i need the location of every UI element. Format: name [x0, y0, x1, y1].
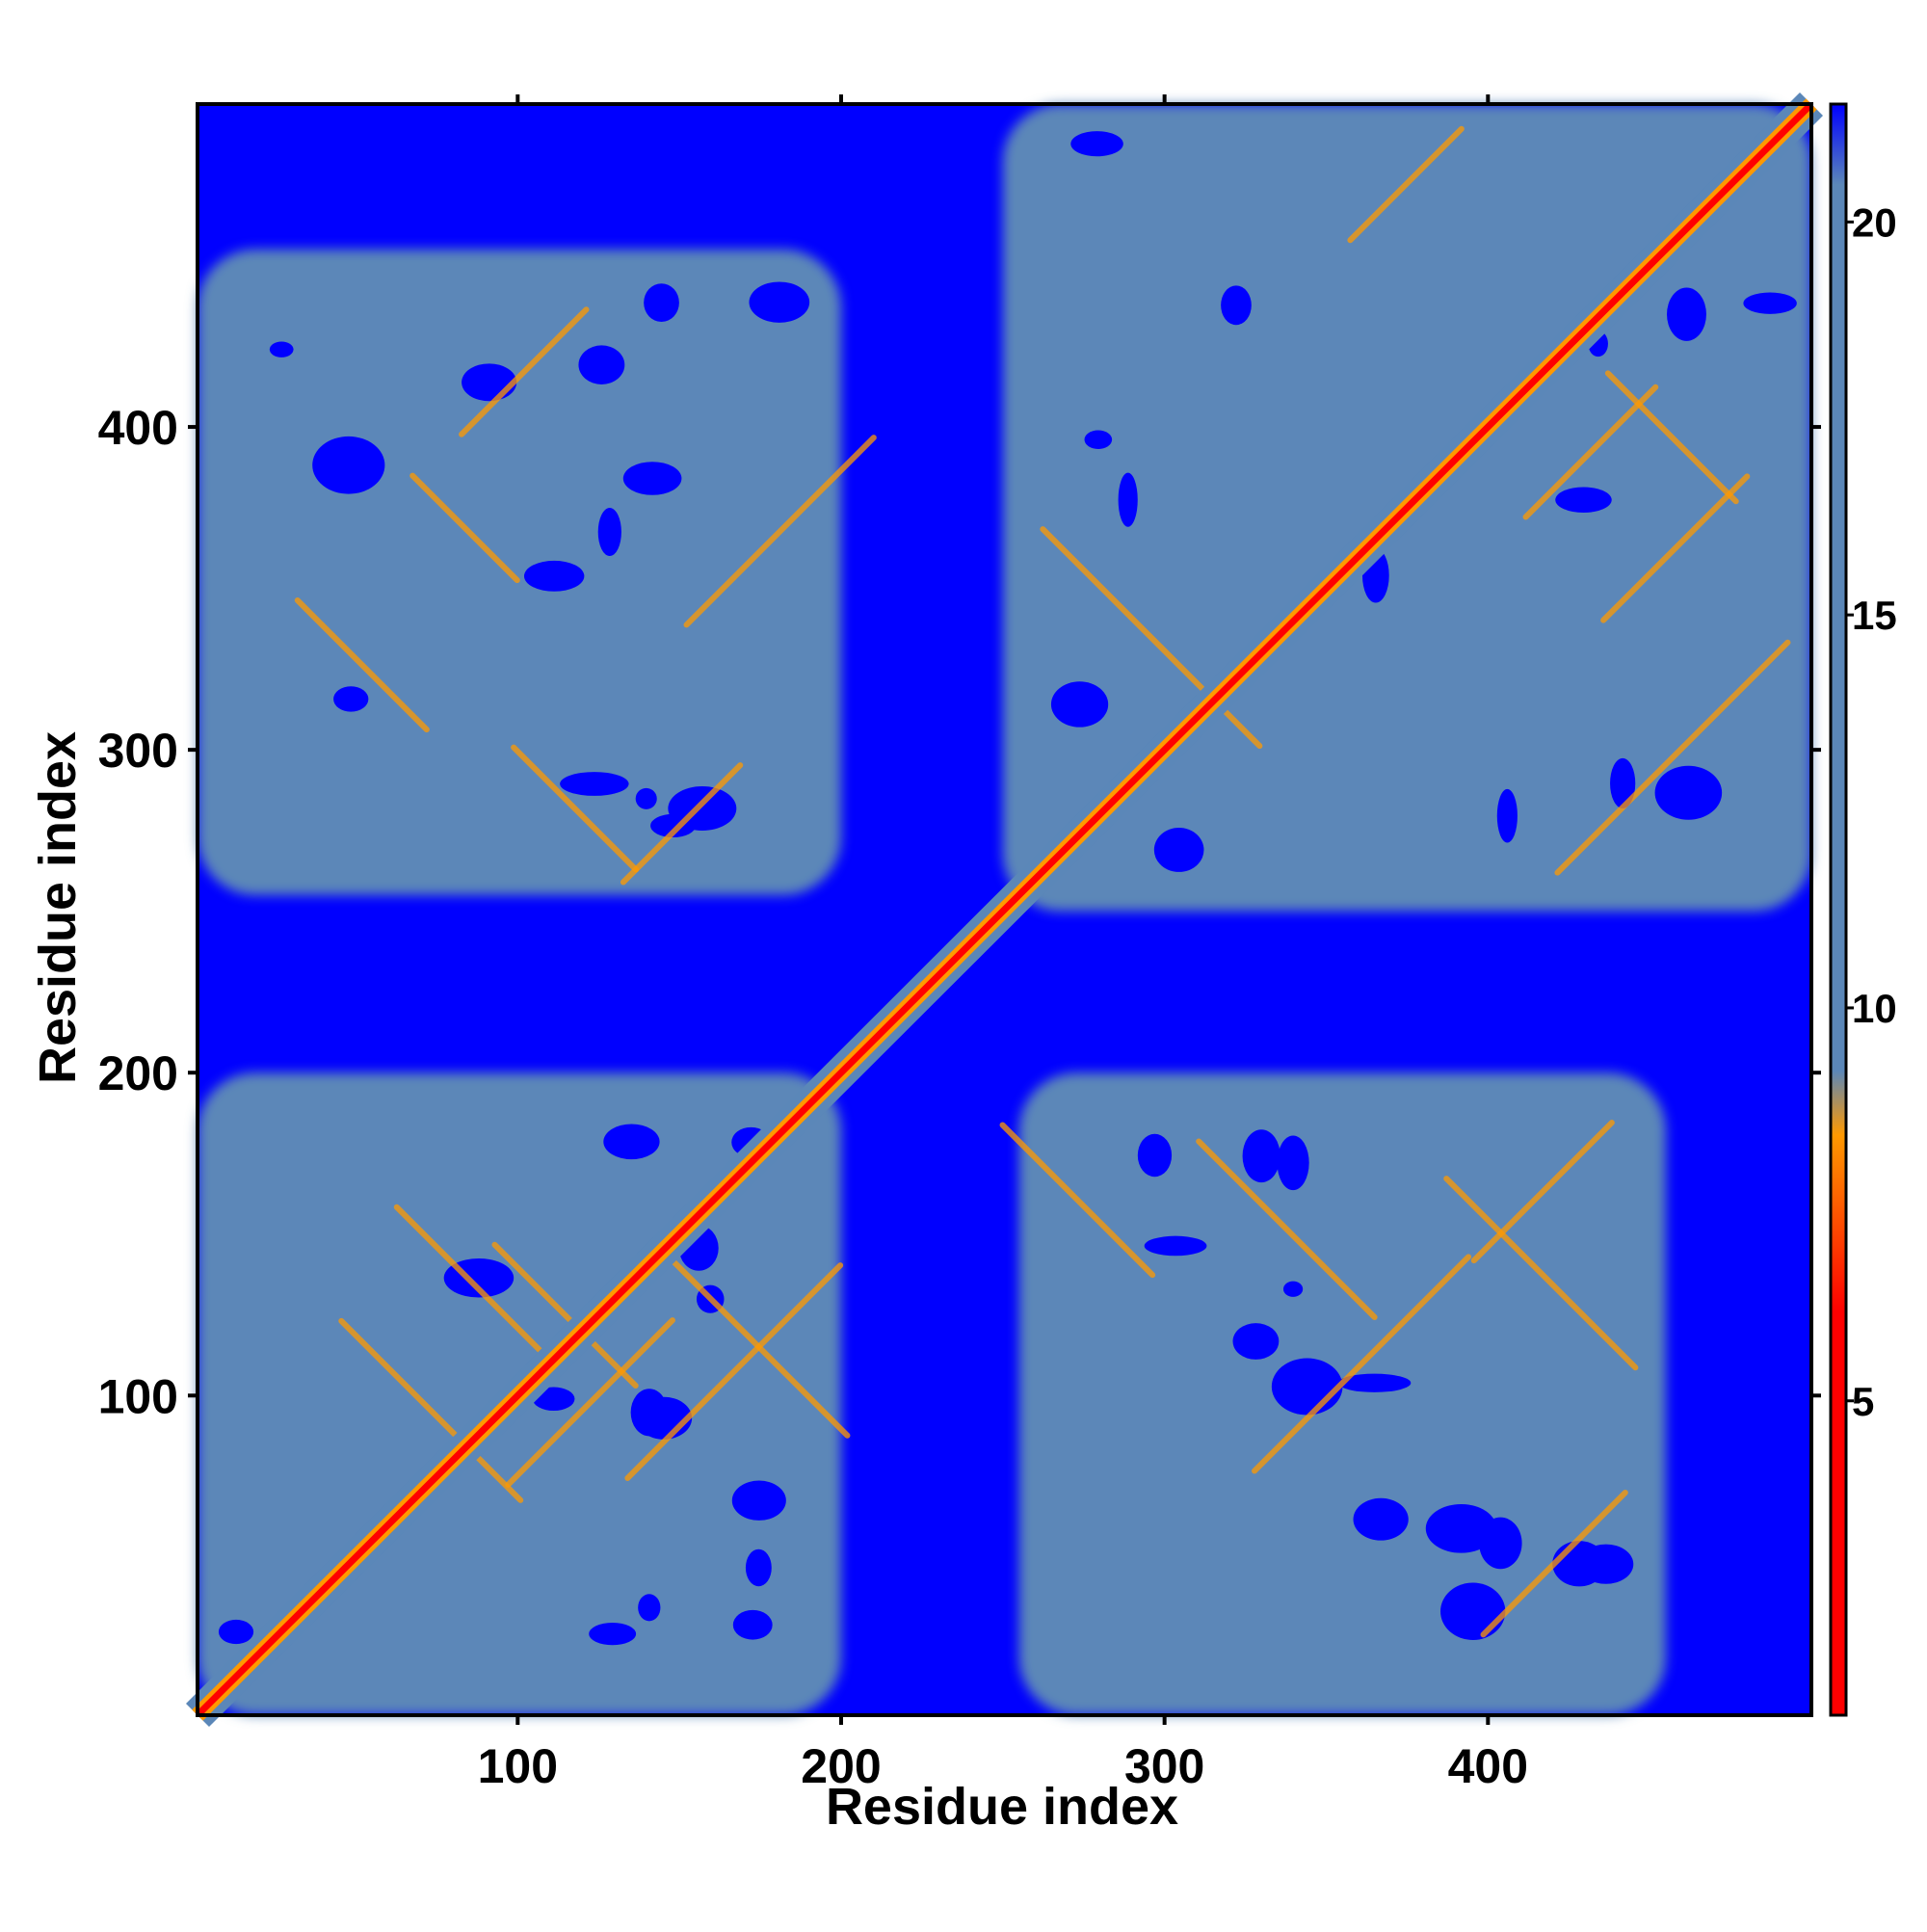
- block-hole: [560, 772, 629, 796]
- contact-block-4: [999, 1072, 1666, 1715]
- block-region: [198, 249, 841, 895]
- contact-ridge: [1443, 1176, 1639, 1371]
- contact-ridge: [1347, 125, 1465, 244]
- contact-ridge: [409, 472, 520, 584]
- block-hole: [589, 1622, 637, 1646]
- contact-ridge: [1480, 1490, 1628, 1638]
- colorbar-ticks: 5 10 15 20: [1846, 199, 1897, 1424]
- colorbar-tick-label: 20: [1852, 199, 1897, 245]
- block-hole: [523, 560, 585, 592]
- block-hole: [1555, 487, 1612, 514]
- contact-ridge: [624, 1262, 844, 1481]
- block-hole: [622, 462, 682, 495]
- diagonal-band: [185, 92, 1824, 1728]
- block-hole: [1743, 292, 1797, 314]
- contact-ridge: [338, 1317, 524, 1503]
- x-tick-label: 400: [1448, 1739, 1528, 1793]
- diagonal-core: [195, 101, 1814, 1718]
- block-hole: [1654, 765, 1723, 820]
- block-hole: [603, 1124, 660, 1160]
- block-hole: [1144, 1235, 1207, 1257]
- colorbar-tick-label: 15: [1852, 593, 1897, 638]
- y-tick-label: 200: [98, 1046, 178, 1100]
- contact-ridge: [491, 1241, 639, 1389]
- block-hole: [462, 363, 517, 402]
- block-hole: [732, 1609, 773, 1640]
- contact-ridge: [459, 306, 590, 437]
- block-hole: [218, 1619, 254, 1645]
- block-hole: [638, 1594, 661, 1622]
- block-hole: [1221, 285, 1252, 326]
- y-tick-label: 300: [98, 724, 178, 778]
- block-hole: [1277, 1135, 1309, 1191]
- plot-frame: [196, 102, 1813, 1717]
- contact-ridge: [511, 744, 639, 873]
- x-axis: 100 200 300 400: [478, 94, 1528, 1793]
- block-hole: [1337, 1373, 1412, 1392]
- contact-ridge: [1252, 1254, 1472, 1474]
- block-hole: [1070, 131, 1123, 157]
- colorbar-tick-label: 5: [1852, 1379, 1874, 1424]
- colorbar-tick-label: 10: [1852, 986, 1897, 1031]
- block-hole: [745, 1548, 772, 1587]
- block-hole: [578, 345, 625, 384]
- y-axis: 100 200 300 400: [98, 401, 1821, 1423]
- block-hole: [1496, 788, 1518, 843]
- colorbar: 5 10 15 20: [1829, 102, 1897, 1717]
- contact-ridge: [683, 435, 877, 628]
- y-axis-label: Residue index: [29, 731, 87, 1084]
- block-hole: [1118, 472, 1138, 527]
- colorbar-gradient: [1829, 102, 1848, 1717]
- contact-ridge: [620, 762, 744, 886]
- block-hole: [1271, 1358, 1343, 1416]
- block-hole: [1153, 828, 1204, 872]
- contact-ridge: [1604, 370, 1739, 505]
- x-tick-label: 100: [478, 1739, 558, 1793]
- block-hole: [1242, 1129, 1280, 1183]
- contact-block-3: [198, 249, 877, 895]
- x-axis-label: Residue index: [826, 1778, 1178, 1836]
- contact-ridge: [1554, 639, 1791, 876]
- contact-ridge: [999, 1122, 1156, 1279]
- block-hole: [1425, 1503, 1497, 1553]
- block-hole: [333, 686, 369, 712]
- block-hole: [644, 283, 679, 323]
- contact-ridge: [1470, 1120, 1615, 1264]
- contact-ridge: [505, 1317, 675, 1488]
- block-hole: [731, 1480, 786, 1521]
- contact-ridge: [1600, 473, 1751, 623]
- y-tick-label: 400: [98, 401, 178, 455]
- block-hole: [1353, 1497, 1409, 1541]
- block-hole: [1610, 757, 1636, 808]
- contact-ridge: [294, 597, 430, 733]
- contact-ridge: [652, 1240, 851, 1439]
- contact-ridge: [1196, 1138, 1378, 1320]
- block-hole: [1050, 681, 1109, 728]
- block-hole: [269, 341, 294, 357]
- block-hole: [635, 787, 657, 809]
- block-hole: [1440, 1582, 1506, 1640]
- block-hole: [1282, 1281, 1304, 1297]
- contact-ridge: [393, 1204, 545, 1356]
- block-hole: [1137, 1133, 1173, 1178]
- block-hole: [312, 436, 385, 494]
- plot-area: [185, 92, 1824, 1728]
- x-tick-label: 300: [1124, 1739, 1204, 1793]
- block-hole: [1084, 430, 1113, 449]
- y-tick-label: 100: [98, 1369, 178, 1423]
- contact-ridge: [1522, 384, 1659, 520]
- block-hole: [749, 281, 810, 323]
- block-hole: [1667, 287, 1706, 341]
- x-tick-label: 200: [801, 1739, 881, 1793]
- block-hole: [597, 508, 621, 557]
- block-hole: [1232, 1323, 1280, 1360]
- block-hole: [1552, 1541, 1606, 1587]
